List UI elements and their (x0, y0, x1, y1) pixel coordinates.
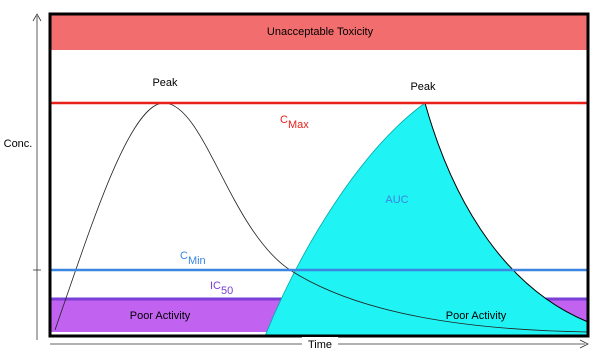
cmin-sub: Min (188, 255, 206, 267)
cmax-main: C (280, 114, 288, 126)
x-axis-label-bg (302, 337, 338, 351)
toxicity-band (50, 14, 588, 50)
cmin-main: C (180, 250, 188, 262)
poor-activity-label: Poor Activity (130, 310, 191, 322)
ic50-main: IC (210, 280, 221, 292)
y-axis-arrow (32, 13, 42, 22)
poor-activity-label: Poor Activity (446, 310, 507, 322)
frame (48, 12, 590, 338)
x-axis-arrow (579, 339, 589, 349)
y-axis-label: Conc. (4, 138, 33, 150)
peak-label: Peak (152, 77, 178, 89)
ic50-label: IC50 (210, 280, 233, 297)
auc-area (265, 103, 588, 336)
auc-curve-edge (424, 102, 589, 323)
auc-curve-rise (264, 102, 426, 337)
x-axis-label: Time (308, 339, 332, 351)
ic50-sub: 50 (221, 285, 233, 297)
cmax-sub: Max (288, 119, 309, 131)
peak-label: Peak (410, 81, 436, 93)
conc-curve (54, 102, 589, 333)
cmax-label: CMax (280, 114, 309, 131)
cmin-label: CMin (180, 250, 206, 267)
toxicity-label: Unacceptable Toxicity (267, 26, 374, 38)
auc-label: AUC (385, 194, 408, 206)
